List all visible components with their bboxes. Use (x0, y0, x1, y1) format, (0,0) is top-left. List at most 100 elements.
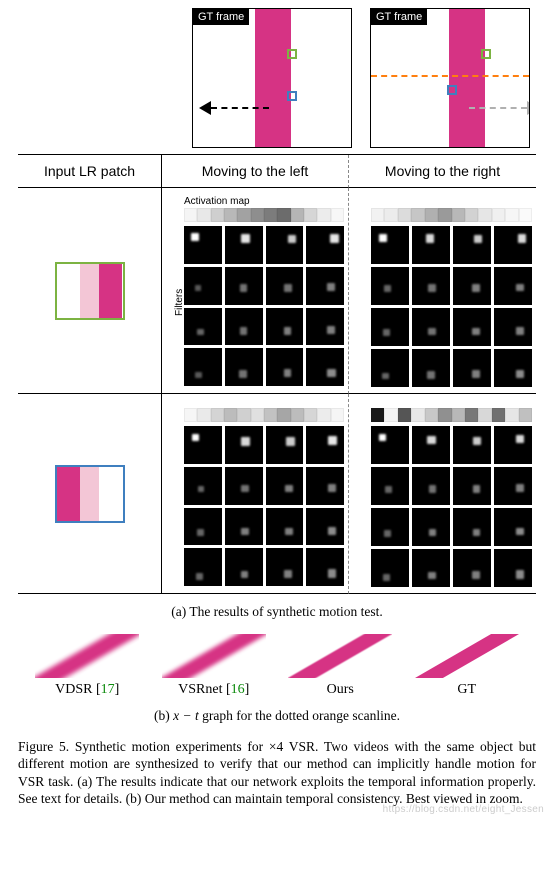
xt-item: GT (407, 634, 527, 698)
xt-row: VDSR [17] VSRnet [16] Ours GT (18, 634, 536, 698)
filter-tile (412, 508, 450, 546)
filter-grid (184, 226, 344, 386)
gt-frame-right: GT frame (370, 8, 530, 148)
marker-green (481, 49, 491, 59)
filter-tile (184, 308, 222, 346)
filter-tile (306, 426, 344, 464)
xt-item: VSRnet [16] (154, 634, 274, 698)
xt-label: VDSR [17] (27, 682, 147, 698)
arrow-right-icon (469, 101, 530, 115)
filter-tile (306, 467, 344, 505)
filter-tile (184, 548, 222, 586)
filter-tile (371, 549, 409, 587)
marker-green (287, 49, 297, 59)
scanline (371, 75, 529, 77)
filter-tile (184, 467, 222, 505)
filter-tile (453, 426, 491, 464)
cell-r2-left (162, 394, 349, 594)
watermark: https://blog.csdn.net/eight_Jessen (383, 804, 544, 815)
filter-tile (412, 226, 450, 264)
subcaption-b: (b) x − t graph for the dotted orange sc… (18, 708, 536, 724)
patch-blue (55, 465, 125, 523)
filter-tile (494, 349, 532, 387)
filter-tile (371, 467, 409, 505)
filter-tile (225, 308, 263, 346)
filter-tile (494, 267, 532, 305)
filter-tile (412, 426, 450, 464)
math-xt: x − t (173, 708, 199, 723)
filter-grid (371, 226, 532, 387)
filter-tile (453, 267, 491, 305)
filter-tile (371, 308, 409, 346)
filter-tile (453, 508, 491, 546)
filter-tile (306, 226, 344, 264)
filter-tile (494, 508, 532, 546)
filter-tile (225, 426, 263, 464)
header-move-left: Moving to the left (162, 155, 349, 188)
filter-tile (453, 467, 491, 505)
filter-tile (184, 348, 222, 386)
filter-tile (266, 426, 304, 464)
activation-strip (184, 408, 344, 422)
filter-tile (306, 548, 344, 586)
filter-tile (371, 349, 409, 387)
patch-green (55, 262, 125, 320)
patch-cell-bottom (18, 394, 162, 594)
filter-tile (412, 267, 450, 305)
filter-tile (266, 308, 304, 346)
activation-strip (371, 208, 532, 222)
filter-tile (412, 549, 450, 587)
filter-grid (184, 426, 344, 586)
filter-tile (371, 267, 409, 305)
cell-r1-right: . (349, 188, 536, 394)
gt-frame-label: GT frame (371, 9, 427, 25)
filter-tile (266, 267, 304, 305)
xt-label: GT (407, 682, 527, 698)
filter-tile (371, 426, 409, 464)
gt-frame-label: GT frame (193, 9, 249, 25)
filter-tile (412, 349, 450, 387)
filter-tile (453, 308, 491, 346)
cell-r2-right (349, 394, 536, 594)
filter-tile (266, 467, 304, 505)
filter-tile (266, 548, 304, 586)
filter-tile (266, 348, 304, 386)
filter-tile (412, 467, 450, 505)
filter-tile (371, 226, 409, 264)
xt-stripe (288, 634, 392, 678)
xt-item: VDSR [17] (27, 634, 147, 698)
filter-tile (412, 308, 450, 346)
filter-tile (306, 348, 344, 386)
filter-tile (266, 508, 304, 546)
patch-cell-top (18, 188, 162, 394)
filter-tile (453, 549, 491, 587)
filter-tile (494, 467, 532, 505)
filter-tile (225, 508, 263, 546)
activation-label: Activation map (184, 196, 344, 207)
filter-tile (494, 226, 532, 264)
filter-tile (184, 267, 222, 305)
filter-tile (306, 308, 344, 346)
filter-tile (266, 226, 304, 264)
filter-grid (371, 426, 532, 587)
xt-stripe (35, 634, 139, 678)
xt-stripe (162, 634, 266, 678)
pink-bar (255, 9, 291, 147)
filter-tile (306, 267, 344, 305)
activation-strip (371, 408, 532, 422)
motion-table: Input LR patch Moving to the left Moving… (18, 154, 536, 594)
xt-label: VSRnet [16] (154, 682, 274, 698)
xt-label: Ours (280, 682, 400, 698)
filter-tile (225, 548, 263, 586)
pink-bar (449, 9, 485, 147)
filter-tile (184, 508, 222, 546)
arrow-left-icon (199, 101, 269, 115)
filter-tile (225, 348, 263, 386)
filter-tile (225, 226, 263, 264)
filter-tile (494, 426, 532, 464)
xt-stripe (415, 634, 519, 678)
header-move-right: Moving to the right (349, 155, 536, 188)
figure-caption: Figure 5. Synthetic motion experiments f… (18, 738, 536, 807)
activation-strip (184, 208, 344, 222)
marker-blue (287, 91, 297, 101)
